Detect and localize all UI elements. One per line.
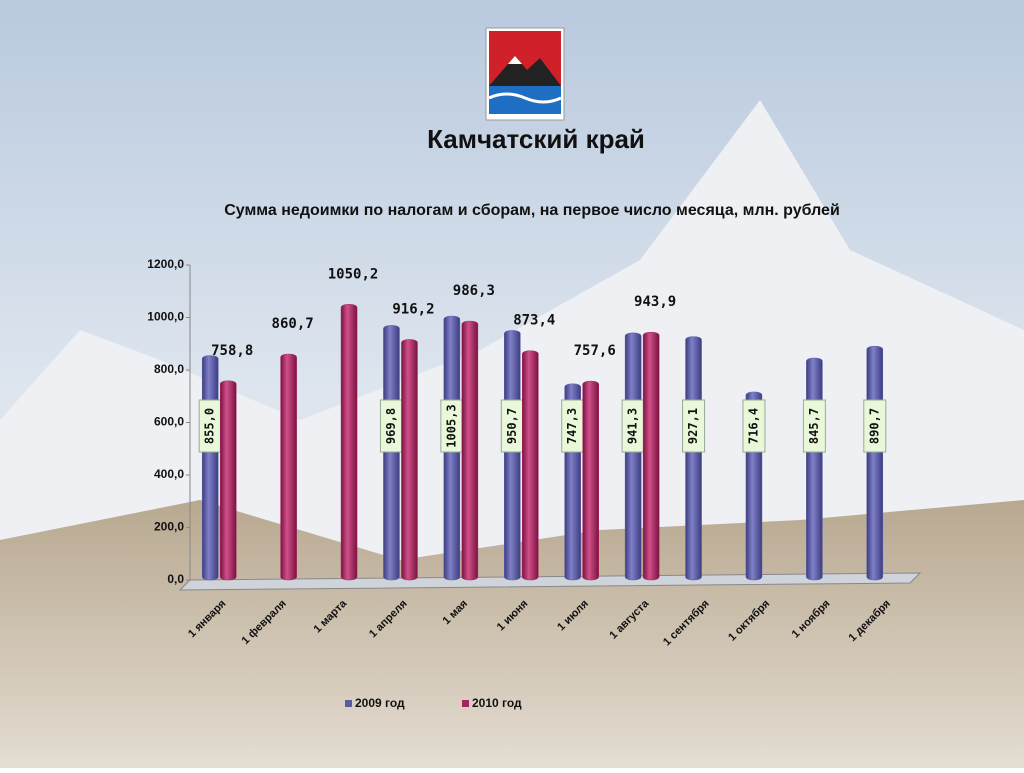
y-tick-label: 800,0	[154, 362, 184, 376]
bar	[201, 355, 219, 581]
value-label: 890,7	[867, 408, 881, 444]
value-label: 1050,2	[328, 266, 379, 282]
legend-label: 2009 год	[355, 696, 405, 710]
value-label: 845,7	[807, 408, 821, 444]
value-label: 927,1	[686, 408, 700, 444]
value-label: 716,4	[746, 408, 760, 444]
y-tick-label: 1200,0	[147, 257, 184, 271]
bar	[383, 325, 400, 581]
value-label-box	[863, 399, 887, 453]
y-tick-label: 400,0	[154, 467, 184, 481]
value-label: 950,7	[505, 408, 519, 444]
bar	[642, 331, 660, 581]
forest	[0, 500, 1024, 768]
bar	[685, 336, 702, 581]
bar	[461, 320, 479, 581]
legend-swatch	[345, 700, 352, 707]
floor	[178, 572, 922, 591]
value-label: 1005,3	[444, 404, 458, 447]
y-tick-label: 1000,0	[147, 310, 184, 324]
mountain	[0, 100, 1024, 560]
bar	[340, 304, 358, 581]
logo	[485, 27, 565, 121]
bar	[866, 345, 884, 581]
bar	[219, 380, 237, 581]
y-tick-label: 0,0	[167, 572, 184, 586]
chart-title: Сумма недоимки по налогам и сборам, на п…	[224, 202, 840, 219]
bar	[582, 380, 599, 581]
value-label: 941,3	[626, 408, 640, 444]
bar	[280, 353, 297, 581]
bar	[401, 339, 418, 581]
value-label: 873,4	[513, 313, 555, 329]
y-tick-label: 600,0	[154, 415, 184, 429]
bar	[522, 350, 539, 581]
slide-title: Камчатский край	[427, 124, 645, 154]
value-label: 916,2	[392, 301, 434, 317]
bar	[504, 330, 521, 581]
legend-label: 2010 год	[472, 696, 522, 710]
value-label: 855,0	[203, 408, 217, 444]
value-label-box	[802, 399, 826, 453]
value-label: 986,3	[453, 283, 495, 299]
value-label: 943,9	[634, 294, 676, 310]
value-label: 860,7	[272, 316, 314, 332]
value-label-box	[742, 399, 766, 453]
value-label: 747,3	[565, 408, 579, 444]
value-label-box	[682, 399, 706, 453]
y-tick-label: 200,0	[154, 520, 184, 534]
value-label: 969,8	[384, 408, 398, 444]
value-label: 758,8	[211, 343, 253, 359]
bar	[806, 357, 823, 581]
value-label: 757,6	[574, 343, 616, 359]
legend-swatch	[462, 700, 469, 707]
bar	[624, 332, 642, 581]
